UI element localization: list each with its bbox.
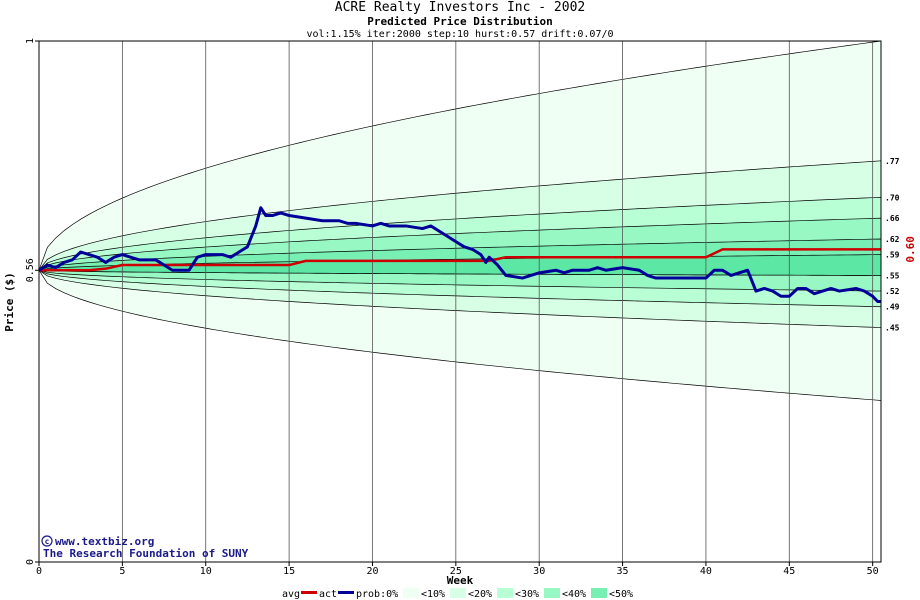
copyright-icon [41, 535, 53, 547]
credits: c www.textbiz.org The Research Foundatio… [41, 535, 249, 560]
series-avg [39, 248, 881, 272]
x-tick-label: 50 [867, 566, 879, 577]
x-axis-title: Week [447, 574, 474, 587]
credit-org: The Research Foundation of SUNY [43, 547, 249, 560]
x-tick-label: 10 [200, 566, 212, 577]
credit-site: www.textbiz.org [55, 535, 154, 548]
x-tick-label: 30 [533, 566, 545, 577]
right-band-label: .77 [885, 157, 900, 166]
legend-p0-swatch [403, 588, 419, 598]
current-value-label: 0.60 [904, 236, 917, 263]
legend-p0-label: prob:0% [356, 589, 398, 600]
grid-lines [121, 41, 874, 562]
legend-p20-label: <20% [468, 589, 492, 600]
legend-p10-label: <10% [421, 589, 445, 600]
right-band-label: .45 [885, 324, 900, 333]
legend-avg-label: avg [282, 589, 300, 600]
x-tick-label: 40 [700, 566, 712, 577]
plot-frame [38, 40, 882, 563]
x-tick-label: 5 [119, 566, 125, 577]
legend-p30-label: <30% [515, 589, 539, 600]
x-tick-label: 15 [283, 566, 295, 577]
series-act [38, 206, 881, 303]
right-band-label: .62 [885, 235, 900, 244]
right-band-label: .66 [885, 214, 900, 223]
right-band-label: .70 [885, 193, 900, 202]
x-tick-label: 0 [36, 566, 42, 577]
legend-act-label: act [319, 589, 337, 600]
y-tick-label: 1 [25, 38, 36, 44]
legend-p40-label: <40% [562, 589, 586, 600]
right-band-label: .59 [885, 251, 900, 260]
x-tick-label: 45 [783, 566, 795, 577]
chart-subtitle: Predicted Price Distribution [367, 15, 552, 28]
right-band-label: .55 [885, 271, 900, 280]
chart-title: ACRE Realty Investors Inc - 2002 [335, 0, 585, 15]
legend-avg-swatch [301, 591, 317, 594]
x-tick-label: 20 [366, 566, 378, 577]
x-tick-label: 25 [450, 566, 462, 577]
chart-params: vol:1.15% iter:2000 step:10 hurst:0.57 d… [306, 29, 613, 40]
copyright-icon-letter: c [45, 537, 50, 546]
axis-ticks: 0 5 10 15 20 25 30 35 40 45 50 0 0.56 1 [25, 38, 879, 577]
legend-p10-swatch [450, 588, 466, 598]
legend: avg act prob:0% <10% <20% <30% <40% <50% [282, 588, 633, 600]
right-band-label: .49 [885, 303, 900, 312]
x-tick-label: 35 [617, 566, 629, 577]
legend-act-swatch [338, 591, 354, 594]
right-band-label: .52 [885, 287, 900, 296]
series-lines [38, 206, 881, 303]
y-tick-label: 0.56 [25, 258, 36, 282]
y-tick-label: 0 [25, 559, 36, 565]
legend-p20-swatch [497, 588, 513, 598]
legend-p40-swatch [591, 588, 607, 598]
y-axis-title: Price ($) [3, 272, 16, 332]
probability-bands [38, 40, 882, 562]
right-band-labels: .77 .70 .66 .62 .59 .55 .52 .49 .45 [885, 157, 900, 333]
legend-p50-label: <50% [609, 589, 633, 600]
legend-p30-swatch [544, 588, 560, 598]
